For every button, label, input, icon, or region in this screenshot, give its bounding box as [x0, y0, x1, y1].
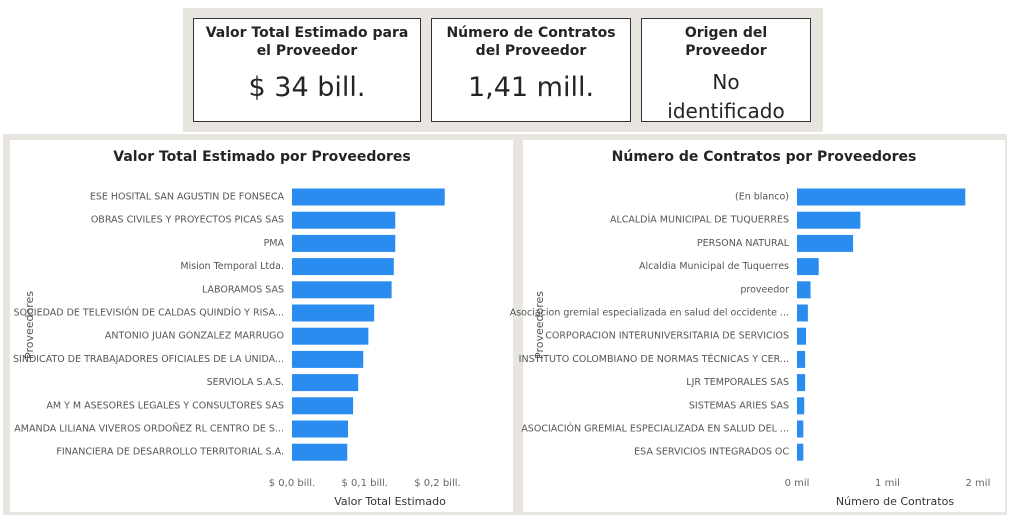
y-tick-label: Mision Temporal Ltda.	[180, 261, 284, 272]
card-title: Origen del Proveedor	[684, 25, 768, 59]
x-tick-label: 0 mil	[785, 478, 810, 489]
y-tick-label: PMA	[264, 238, 285, 249]
y-tick-label: (En blanco)	[735, 192, 789, 203]
bar	[797, 420, 804, 438]
x-axis-title: Número de Contratos	[836, 495, 954, 508]
y-tick-label: ASOCIACIÓN GREMIAL ESPECIALIZADA EN SALU…	[521, 423, 789, 435]
y-axis-title: Proveedores	[23, 291, 36, 359]
bar	[292, 188, 445, 206]
y-tick-label: CORPORACION INTERUNIVERSITARIA DE SERVIC…	[545, 331, 789, 342]
y-axis-title: Proveedores	[533, 291, 546, 359]
card-value: No identificado	[667, 70, 785, 123]
x-tick-label: $ 0,2 bill.	[414, 478, 460, 489]
x-tick-label: 2 mil	[966, 478, 991, 489]
bar	[797, 281, 811, 299]
y-tick-label: LJR TEMPORALES SAS	[686, 377, 789, 388]
y-tick-label: SINDICATO DE TRABAJADORES OFICIALES DE L…	[13, 354, 284, 365]
y-tick-label: FINANCIERA DE DESARROLLO TERRITORIAL S.A…	[56, 447, 284, 458]
y-tick-label: ESE HOSITAL SAN AGUSTIN DE FONSECA	[90, 192, 285, 203]
bar	[292, 420, 348, 438]
card-title: Número de Contratos del Proveedor	[446, 25, 616, 59]
bar	[797, 211, 861, 229]
card-value: $ 34 bill.	[248, 72, 366, 103]
y-tick-label: LABORAMOS SAS	[202, 284, 284, 295]
y-tick-label: Alcaldia Municipal de Tuquerres	[639, 261, 789, 272]
bar	[292, 350, 364, 368]
y-tick-label: AM Y M ASESORES LEGALES Y CONSULTORES SA…	[46, 400, 284, 411]
bar	[797, 234, 854, 252]
y-tick-label: SISTEMAS ARIES SAS	[689, 400, 789, 411]
y-tick-label: proveedor	[740, 284, 789, 295]
x-tick-label: $ 0,0 bill.	[269, 478, 315, 489]
x-tick-label: $ 0,1 bill.	[341, 478, 387, 489]
bar	[292, 443, 348, 461]
y-tick-label: ANTONIO JUAN GONZALEZ MARRUGO	[105, 331, 284, 342]
bar	[797, 443, 804, 461]
y-tick-label: AMANDA LILIANA VIVEROS ORDOÑEZ RL CENTRO…	[14, 424, 284, 435]
bar	[292, 304, 375, 322]
y-tick-label: INSTITUTO COLOMBIANO DE NORMAS TÉCNICAS …	[519, 353, 789, 365]
bar	[292, 234, 396, 252]
bar	[292, 258, 394, 276]
bar	[797, 304, 808, 322]
kpi-card: Origen del Proveedor No identificado	[641, 18, 811, 123]
bar	[292, 281, 392, 299]
bar	[797, 350, 806, 368]
x-tick-label: 1 mil	[875, 478, 900, 489]
bar	[292, 374, 359, 392]
bar	[797, 258, 819, 276]
bar	[797, 397, 805, 415]
kpi-card: Número de Contratos del Proveedor 1,41 m…	[431, 18, 631, 122]
bar	[797, 374, 806, 392]
bar	[292, 327, 369, 345]
bar	[797, 327, 807, 345]
y-tick-label: Asociacion gremial especializada en salu…	[510, 308, 789, 319]
bar	[292, 211, 396, 229]
y-tick-label: SOCIEDAD DE TELEVISIÓN DE CALDAS QUINDÍO…	[14, 307, 284, 319]
kpi-card: Valor Total Estimado para el Proveedor $…	[193, 18, 421, 122]
y-tick-label: ALCALDÍA MUNICIPAL DE TUQUERRES	[610, 214, 789, 226]
bar	[797, 188, 966, 206]
y-tick-label: OBRAS CIVILES Y PROYECTOS PICAS SAS	[91, 215, 284, 226]
bar	[292, 397, 354, 415]
x-axis-title: Valor Total Estimado	[334, 495, 446, 508]
y-tick-label: PERSONA NATURAL	[697, 238, 790, 249]
y-tick-label: SERVIOLA S.A.S.	[207, 377, 284, 388]
chart-title: Número de Contratos por Proveedores	[612, 149, 917, 165]
chart-title: Valor Total Estimado por Proveedores	[113, 149, 410, 165]
y-tick-label: ESA SERVICIOS INTEGRADOS OC	[634, 447, 789, 458]
card-title: Valor Total Estimado para el Proveedor	[205, 25, 409, 59]
card-value: 1,41 mill.	[467, 72, 595, 103]
